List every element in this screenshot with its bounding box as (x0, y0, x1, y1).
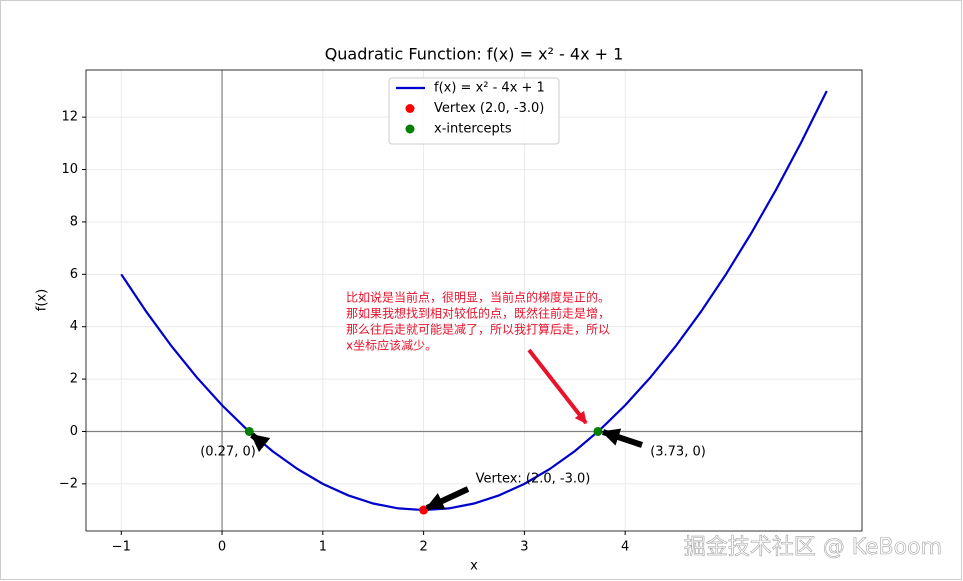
point (593, 426, 603, 436)
annotation: (0.27, 0) (200, 445, 256, 460)
legend-label: x-intercepts (434, 122, 512, 137)
x-tick-label: 1 (319, 540, 327, 555)
point (244, 426, 254, 436)
annotation-arrow (425, 486, 470, 511)
legend-label: Vertex (2.0, -3.0) (434, 101, 544, 116)
y-tick-label: 4 (70, 319, 78, 334)
legend-label: f(x) = x² - 4x + 1 (434, 81, 545, 96)
y-tick-label: 2 (70, 372, 78, 387)
curve (120, 90, 828, 512)
y-tick-label: −2 (59, 476, 78, 491)
x-tick-label: 4 (621, 540, 629, 555)
legend-swatch (405, 104, 415, 113)
legend-swatch (405, 124, 415, 134)
x-tick-label: 2 (419, 540, 427, 555)
x-tick-label: −1 (112, 540, 131, 555)
legend-box (388, 77, 560, 145)
annotation-arrow (527, 348, 588, 425)
annotation-arrow (250, 432, 271, 453)
annotation-note: 比如说是当前点，很明显，当前点的梯度是正的。 (346, 290, 610, 305)
x-tick-label: 3 (520, 540, 528, 555)
x-tick-label: 0 (218, 540, 226, 555)
plot-frame (85, 69, 863, 532)
annotation: (3.73, 0) (650, 445, 706, 460)
annotation-arrow (601, 428, 643, 448)
annotation-note: 那么往后走就可能是减了，所以我打算后走，所以 (346, 322, 610, 337)
y-tick-label: 8 (70, 214, 78, 229)
chart-title: Quadratic Function: f(x) = x² - 4x + 1 (325, 45, 624, 64)
y-tick-label: 6 (70, 267, 78, 282)
annotation: Vertex: (2.0, -3.0) (476, 472, 591, 487)
watermark: 掘金技术社区 @ KeBoom (684, 535, 942, 560)
y-tick-label: 10 (61, 162, 78, 177)
y-axis-label: f(x) (35, 289, 50, 311)
x-axis-label: x (470, 559, 478, 574)
y-tick-label: 12 (61, 110, 78, 125)
annotation-note: x坐标应该减少。 (346, 338, 437, 353)
annotation-note: 那如果我想找到相对较低的点，既然往前走是增， (346, 306, 610, 321)
y-tick-label: 0 (70, 424, 78, 439)
